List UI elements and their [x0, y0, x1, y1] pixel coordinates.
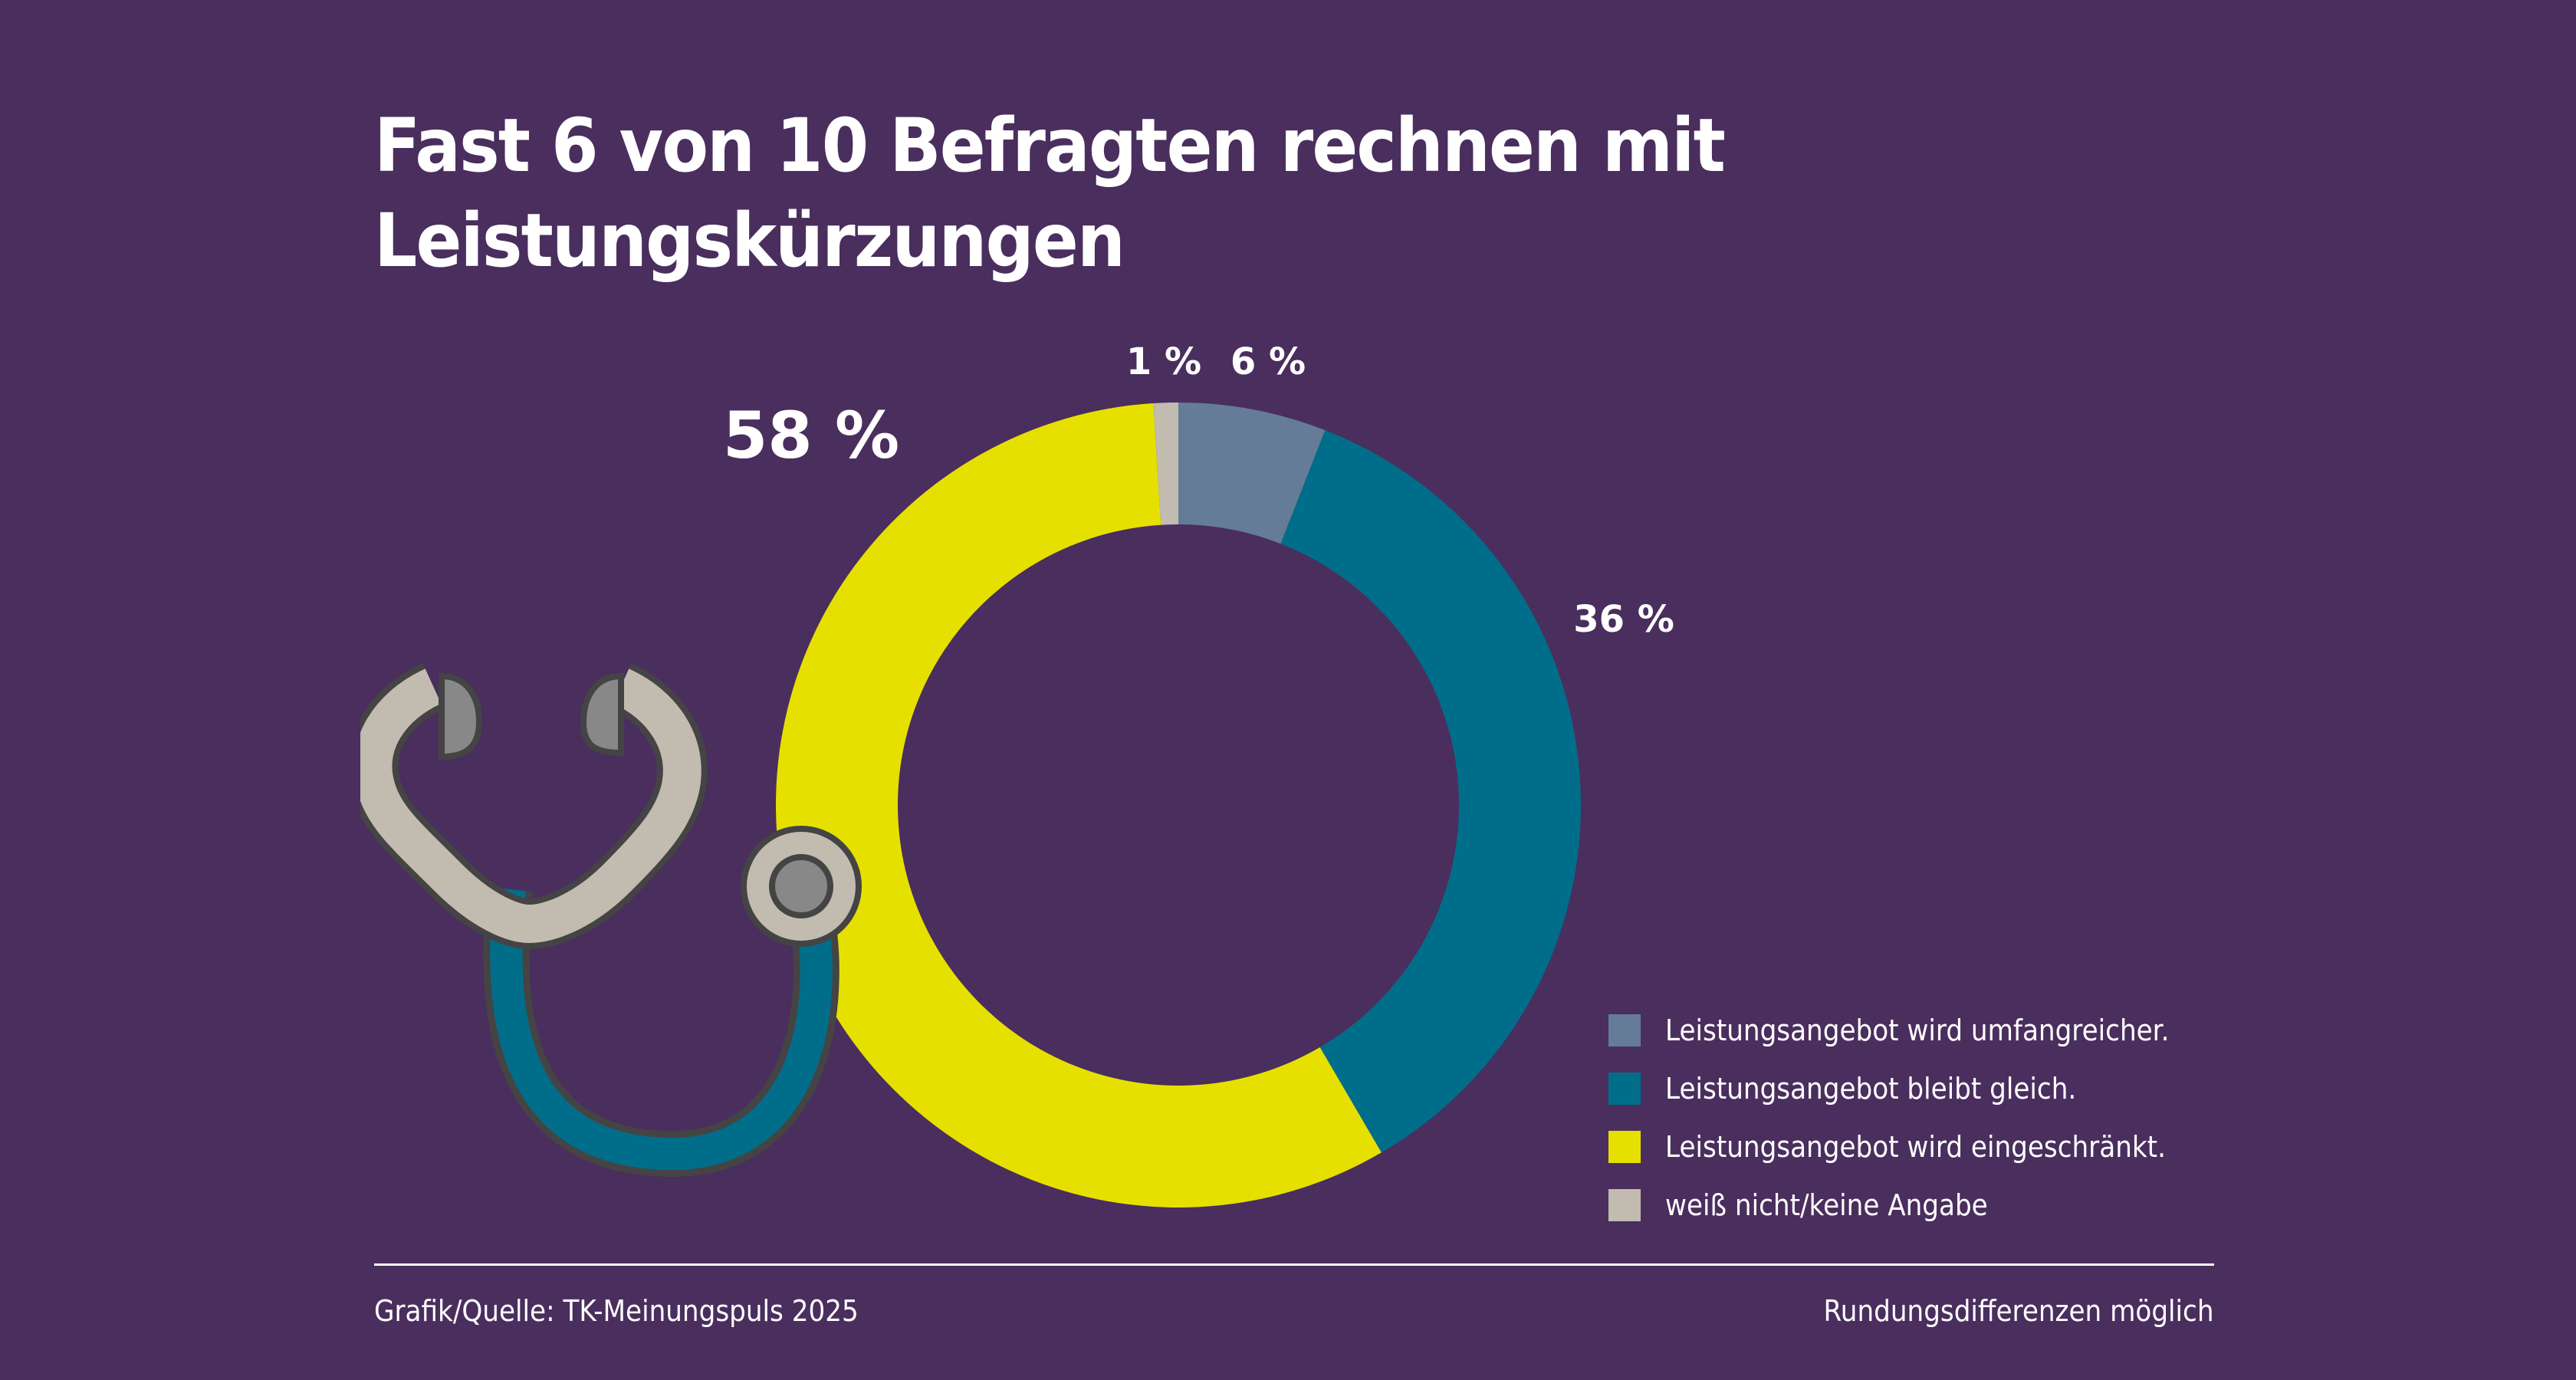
- legend-label: weiß nicht/keine Angabe: [1665, 1188, 1988, 1222]
- donut-slice-gleich: [1280, 430, 1582, 1153]
- legend-item-eingeschraenkt: Leistungsangebot wird eingeschränkt.: [1608, 1118, 2226, 1176]
- chart-title-line-1: Fast 6 von 10 Befragten rechnen mit: [374, 103, 1726, 189]
- legend-item-gleich: Leistungsangebot bleibt gleich.: [1608, 1060, 2226, 1118]
- donut-slice-umfangreicher: [1178, 402, 1326, 544]
- label-eingeschraenkt: 58 %: [723, 398, 899, 473]
- chart-title: Fast 6 von 10 Befragten rechnen mit Leis…: [374, 98, 1785, 288]
- chart-title-line-2: Leistungskürzungen: [374, 198, 1125, 284]
- stethoscope-icon: [360, 662, 862, 1178]
- legend-swatch: [1608, 1131, 1641, 1163]
- rounding-note: Rundungsdifferenzen möglich: [1824, 1294, 2214, 1328]
- footer-divider: [374, 1263, 2214, 1266]
- label-umfangreicher: 6 %: [1230, 340, 1306, 383]
- legend-label: Leistungsangebot wird umfangreicher.: [1665, 1014, 2170, 1047]
- legend-label: Leistungsangebot wird eingeschränkt.: [1665, 1130, 2166, 1164]
- legend-swatch: [1608, 1014, 1641, 1046]
- label-gleich: 36 %: [1573, 598, 1674, 641]
- donut-slice-eingeschraenkt: [775, 403, 1382, 1208]
- legend-item-umfangreicher: Leistungsangebot wird umfangreicher.: [1608, 1001, 2226, 1060]
- legend-item-weiss-nicht: weiß nicht/keine Angabe: [1608, 1176, 2226, 1234]
- label-weiss-nicht: 1 %: [1126, 340, 1201, 383]
- legend-swatch: [1608, 1189, 1641, 1221]
- legend-label: Leistungsangebot bleibt gleich.: [1665, 1072, 2077, 1106]
- legend-swatch: [1608, 1073, 1641, 1105]
- legend: Leistungsangebot wird umfangreicher. Lei…: [1608, 1001, 2226, 1234]
- donut-slice-weiss-nicht: [1153, 402, 1178, 525]
- source-note: Grafik/Quelle: TK-Meinungspuls 2025: [374, 1294, 859, 1328]
